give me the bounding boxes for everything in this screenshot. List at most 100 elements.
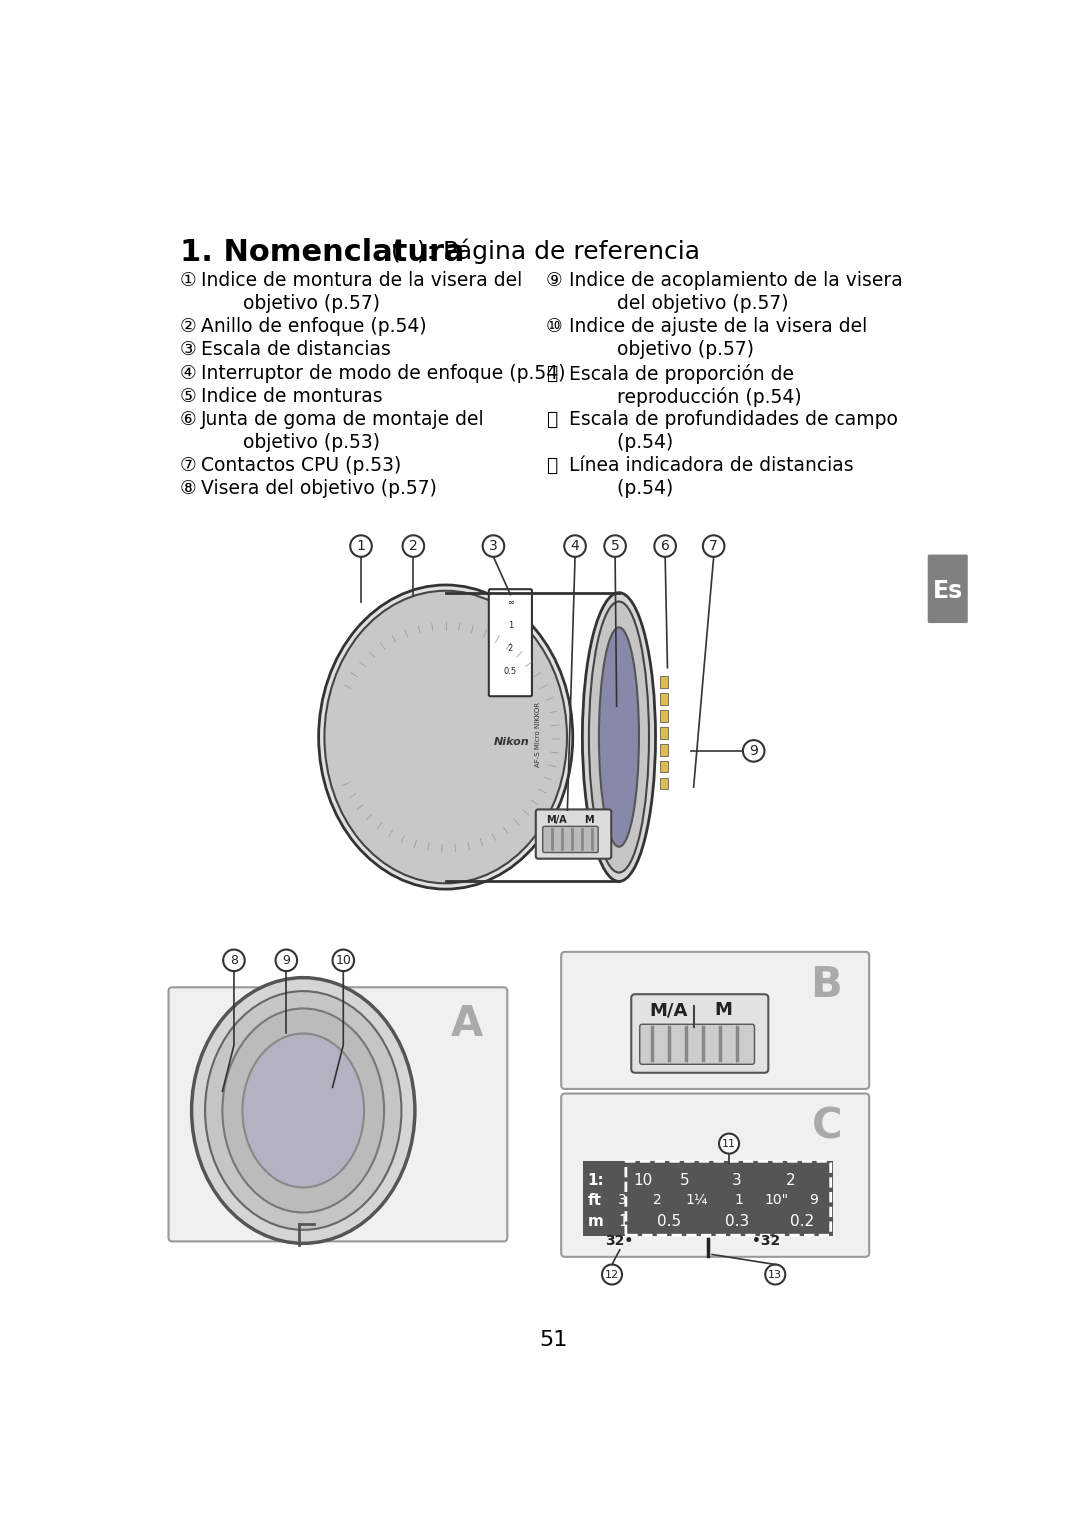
Text: M/A: M/A [650, 1001, 688, 1020]
Text: 1¼: 1¼ [686, 1193, 707, 1207]
Bar [660, 744, 669, 755]
Text: (  ): Página de referencia: ( ): Página de referencia [382, 237, 700, 263]
Text: B: B [810, 965, 842, 1006]
Text: 32•: 32• [606, 1234, 634, 1248]
Text: (p.54): (p.54) [569, 479, 673, 498]
FancyBboxPatch shape [536, 810, 611, 858]
Bar [660, 761, 669, 773]
Circle shape [766, 1265, 785, 1285]
Text: objetivo (p.57): objetivo (p.57) [201, 294, 380, 314]
Ellipse shape [191, 977, 415, 1243]
Bar [660, 711, 669, 721]
Circle shape [743, 740, 765, 761]
Text: Escala de profundidades de campo: Escala de profundidades de campo [569, 409, 897, 429]
Text: 5: 5 [610, 539, 620, 552]
Text: Interruptor de modo de enfoque (p.54): Interruptor de modo de enfoque (p.54) [201, 364, 565, 382]
Text: objetivo (p.53): objetivo (p.53) [201, 432, 380, 452]
Text: 10": 10" [765, 1193, 788, 1207]
Text: 12: 12 [605, 1269, 619, 1280]
Circle shape [605, 536, 626, 557]
Circle shape [703, 536, 725, 557]
Text: M/A: M/A [546, 814, 567, 825]
Text: Línea indicadora de distancias: Línea indicadora de distancias [569, 457, 853, 475]
Text: AF-S Micro NIKKOR: AF-S Micro NIKKOR [535, 702, 541, 767]
Circle shape [350, 536, 372, 557]
Text: ft: ft [588, 1193, 602, 1208]
Text: ③: ③ [180, 341, 197, 359]
Text: ⑤: ⑤ [180, 387, 197, 406]
Ellipse shape [582, 592, 656, 881]
Text: objetivo (p.57): objetivo (p.57) [569, 341, 754, 359]
Text: Indice de monturas: Indice de monturas [201, 387, 382, 406]
Ellipse shape [589, 601, 649, 872]
Text: reproducción (p.54): reproducción (p.54) [569, 387, 801, 406]
Text: 2: 2 [786, 1173, 796, 1187]
Text: ④: ④ [180, 364, 197, 382]
Circle shape [403, 536, 424, 557]
Text: 11: 11 [723, 1138, 737, 1149]
Text: 0.3: 0.3 [725, 1215, 748, 1230]
Bar [660, 778, 669, 790]
Text: 5: 5 [679, 1173, 689, 1187]
Text: Indice de ajuste de la visera del: Indice de ajuste de la visera del [569, 318, 867, 336]
Text: ⑥: ⑥ [180, 409, 197, 429]
Text: 51: 51 [539, 1330, 568, 1350]
Circle shape [483, 536, 504, 557]
Circle shape [333, 950, 354, 971]
Text: Escala de proporción de: Escala de proporción de [569, 364, 794, 384]
FancyBboxPatch shape [543, 826, 598, 852]
FancyBboxPatch shape [562, 1093, 869, 1257]
FancyBboxPatch shape [928, 554, 968, 622]
Text: 3: 3 [619, 1193, 627, 1207]
Text: ⑩: ⑩ [545, 318, 563, 336]
Text: ⑨: ⑨ [545, 271, 563, 291]
Text: 1:: 1: [588, 1173, 604, 1187]
FancyBboxPatch shape [639, 1024, 755, 1064]
Text: ⑧: ⑧ [180, 479, 197, 498]
Text: 0.2: 0.2 [791, 1215, 814, 1230]
Text: ②: ② [180, 318, 197, 336]
Text: 1: 1 [508, 621, 513, 630]
Text: ⑫: ⑫ [545, 409, 557, 429]
Text: 10: 10 [633, 1173, 652, 1187]
Circle shape [564, 536, 585, 557]
Ellipse shape [222, 1009, 384, 1213]
Ellipse shape [319, 584, 572, 889]
Text: Contactos CPU (p.53): Contactos CPU (p.53) [201, 457, 401, 475]
Circle shape [275, 950, 297, 971]
Text: 8: 8 [230, 954, 238, 966]
Text: Indice de montura de la visera del: Indice de montura de la visera del [201, 271, 522, 291]
Bar [660, 693, 669, 705]
FancyBboxPatch shape [562, 951, 869, 1088]
Text: 2: 2 [508, 644, 513, 653]
Text: 2: 2 [409, 539, 418, 552]
Text: ⑦: ⑦ [180, 457, 197, 475]
Text: 3: 3 [732, 1173, 742, 1187]
Text: A: A [450, 1003, 483, 1044]
Text: Anillo de enfoque (p.54): Anillo de enfoque (p.54) [201, 318, 427, 336]
Text: ①: ① [180, 271, 197, 291]
Text: ⑬: ⑬ [545, 457, 557, 475]
Text: 9: 9 [750, 744, 758, 758]
Text: ∞: ∞ [507, 598, 514, 607]
Text: 7: 7 [710, 539, 718, 552]
Text: 2: 2 [653, 1193, 662, 1207]
Text: 1: 1 [734, 1193, 743, 1207]
FancyBboxPatch shape [489, 589, 532, 696]
Text: del objetivo (p.57): del objetivo (p.57) [569, 294, 788, 314]
Ellipse shape [599, 627, 639, 846]
Text: Es: Es [933, 578, 963, 603]
Text: m: m [588, 1215, 604, 1230]
Text: 3: 3 [489, 539, 498, 552]
Text: Indice de acoplamiento de la visera: Indice de acoplamiento de la visera [569, 271, 903, 291]
Text: Visera del objetivo (p.57): Visera del objetivo (p.57) [201, 479, 436, 498]
Bar [660, 676, 669, 688]
Text: 9: 9 [282, 954, 291, 966]
Text: 1. Nomenclatura: 1. Nomenclatura [180, 237, 464, 266]
Text: Junta de goma de montaje del: Junta de goma de montaje del [201, 409, 485, 429]
Bar [660, 728, 669, 738]
Circle shape [654, 536, 676, 557]
Circle shape [224, 950, 245, 971]
Text: 9: 9 [809, 1193, 819, 1207]
Text: 0.5: 0.5 [503, 667, 517, 676]
